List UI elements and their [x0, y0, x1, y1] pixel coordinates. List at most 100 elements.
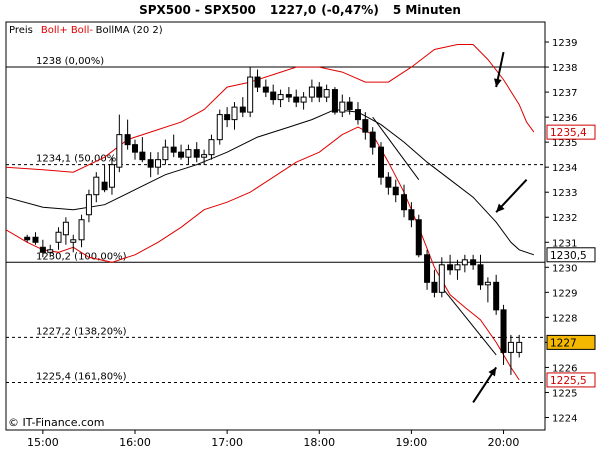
y-tick-label: 1230 [552, 263, 577, 274]
fibonacci-levels: 1238 (0,00%) 1234,1 (50,00%) 1230,2 (100,0… [6, 56, 545, 383]
legend-boll-upper: Boll+ [41, 25, 68, 36]
candle-down [262, 86, 269, 93]
candle-down [239, 106, 246, 113]
arrow-head [496, 203, 505, 213]
candle-up [201, 154, 208, 158]
candle-down [500, 309, 507, 353]
candle-down [385, 176, 392, 188]
boll-ma-line [5, 109, 535, 256]
y-tick-label: 1237 [552, 88, 577, 99]
x-tick-label: 15:00 [27, 436, 59, 449]
candle-down [24, 236, 31, 241]
candle-down [254, 76, 261, 88]
chart-header: SPX500 - SPX500 1227,0 (-0,47%) 5 Minuten [139, 3, 461, 17]
fib-level-label: 1230,2 (100,00%) [36, 251, 127, 262]
last-price: 1227,0 [270, 3, 316, 17]
candle-down [270, 91, 277, 101]
candle-down [32, 236, 39, 243]
candle-down [362, 119, 369, 133]
candle-down [224, 114, 231, 121]
candle-down [193, 149, 200, 158]
y-tick-label: 1238 [552, 63, 577, 74]
candle-up [484, 281, 491, 286]
y-tick-label: 1229 [552, 288, 577, 299]
candle-down [369, 131, 376, 148]
y-tick-label: 1233 [552, 188, 577, 199]
candle-up [155, 159, 162, 168]
candle-up [507, 341, 514, 353]
legend-params: (20 2) [133, 25, 163, 36]
candle-down [377, 146, 384, 178]
arrow-head [494, 78, 502, 88]
y-tick-label: 1226 [552, 363, 577, 374]
candle-up [162, 146, 169, 161]
chart-legend: Preis Boll+ Boll- BollMA (20 2) [9, 25, 163, 36]
candle-up [308, 86, 315, 98]
candle-down [331, 89, 338, 113]
legend-boll-lower: Boll- [71, 25, 94, 36]
candle-down [493, 281, 500, 311]
candle-up [78, 219, 85, 241]
y-tick-label: 1236 [552, 113, 577, 124]
price-tag-label: 1225,5 [550, 375, 587, 387]
candle-up [108, 164, 115, 188]
x-tick-label: 19:00 [396, 436, 428, 449]
candle-up [277, 94, 284, 101]
candle-down [124, 134, 131, 146]
candle-up [339, 101, 346, 113]
chart-interval: 5 Minuten [393, 3, 461, 17]
candle-up [323, 89, 330, 98]
y-tick-label: 1235 [552, 138, 577, 149]
price-tag-box [546, 334, 596, 350]
y-axis: 1224 1225 1226 1227 1228 1229 1230 1231 1232 1233… [545, 38, 577, 424]
fib-level-label: 1238 (0,00%) [36, 56, 104, 67]
candle-down [447, 264, 454, 271]
candle-up [85, 194, 92, 216]
price-change: (-0,47%) [321, 3, 379, 17]
candle-up [454, 264, 461, 271]
fib-level-label: 1234,1 (50,00%) [36, 154, 120, 165]
candle-down [408, 209, 415, 221]
candle-down [147, 159, 154, 168]
price-tag-box [546, 372, 596, 388]
arrow-head [488, 367, 497, 377]
candle-up [231, 106, 238, 121]
candle-up [55, 231, 62, 243]
x-tick-label: 17:00 [211, 436, 243, 449]
x-tick-label: 20:00 [488, 436, 520, 449]
chart-title: SPX500 - SPX500 [139, 3, 256, 17]
boll-lower-line [5, 126, 520, 381]
candle-up [438, 264, 445, 293]
candle-down [39, 246, 46, 253]
y-tick-label: 1225 [552, 388, 577, 399]
candle-down [178, 151, 185, 158]
price-tag-box [546, 124, 596, 140]
candle-down [470, 259, 477, 266]
candle-up [300, 96, 307, 103]
price-tag-box [546, 247, 596, 263]
copyright-notice: © IT-Finance.com [8, 416, 105, 429]
candle-down [101, 181, 108, 191]
candle-down [346, 101, 353, 111]
candle-down [170, 146, 177, 153]
trend-lines [372, 51, 528, 404]
legend-boll-ma: BollMA [96, 25, 130, 36]
candle-down [285, 94, 292, 98]
candle-down [401, 194, 408, 211]
candle-up [516, 341, 523, 353]
y-tick-label: 1228 [552, 313, 577, 324]
y-tick-label: 1239 [552, 38, 577, 49]
price-tag-label: 1230,5 [550, 250, 587, 262]
candle-down [131, 144, 138, 153]
y-tick-label: 1234 [552, 163, 577, 174]
candle-down [415, 219, 422, 256]
price-tags: 1235,4 1230,5 1227 1225,5 [546, 124, 596, 388]
candle-up [185, 149, 192, 158]
candle-down [316, 86, 323, 98]
candle-down [293, 96, 300, 103]
candle-up [116, 134, 123, 168]
trend-line [441, 287, 497, 356]
candle-up [93, 176, 100, 196]
candle-up [70, 239, 77, 243]
